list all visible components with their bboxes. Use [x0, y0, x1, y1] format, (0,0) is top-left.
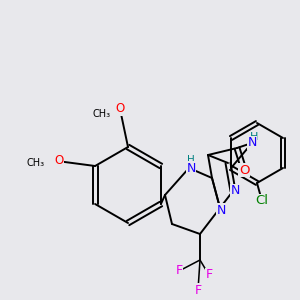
Text: CH₃: CH₃	[26, 158, 44, 168]
Text: Cl: Cl	[256, 194, 268, 208]
Text: F: F	[194, 284, 202, 296]
Text: F: F	[176, 265, 183, 278]
Text: H: H	[250, 132, 258, 142]
Text: O: O	[116, 103, 124, 116]
Text: N: N	[216, 203, 226, 217]
Text: O: O	[55, 154, 64, 167]
Text: CH₃: CH₃	[93, 109, 111, 119]
Text: N: N	[247, 136, 257, 149]
Text: H: H	[187, 155, 195, 165]
Text: N: N	[230, 184, 240, 197]
Text: O: O	[239, 164, 249, 176]
Text: N: N	[186, 161, 196, 175]
Text: F: F	[206, 268, 213, 281]
